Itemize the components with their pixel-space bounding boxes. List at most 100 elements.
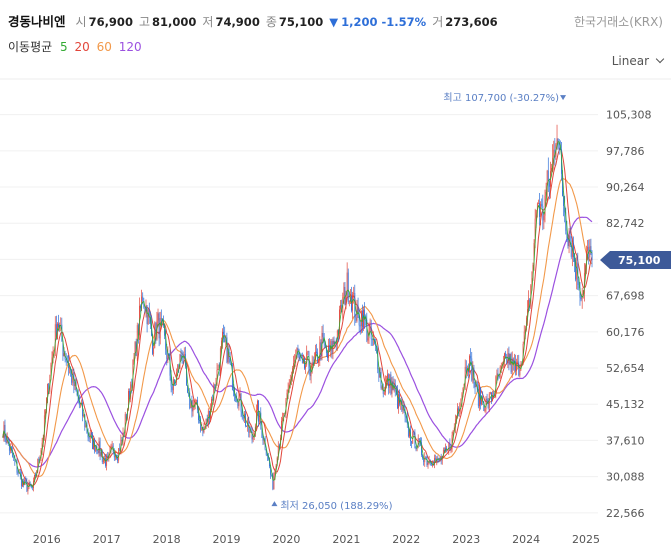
high-label: 고	[138, 15, 150, 29]
candle-body	[320, 342, 322, 357]
y-tick-label: 105,308	[606, 109, 652, 122]
candle-body	[381, 387, 383, 389]
candle-body	[464, 366, 466, 385]
scale-dropdown[interactable]: Linear	[612, 54, 665, 68]
candle-body	[85, 425, 87, 428]
candle-body	[428, 459, 430, 463]
candle-body	[233, 390, 234, 392]
candle-body	[438, 458, 440, 461]
candle-body	[105, 458, 106, 466]
max-marker-icon	[560, 95, 567, 101]
candle-body	[310, 372, 312, 377]
candle-body	[398, 394, 399, 409]
candle-body	[437, 457, 439, 459]
candle-body	[90, 433, 92, 435]
candle-body	[30, 485, 32, 487]
x-tick-label: 2021	[332, 533, 360, 546]
close-label: 종	[265, 15, 277, 29]
candle-body	[144, 306, 146, 312]
candle-body	[382, 387, 384, 394]
candle-body	[209, 410, 210, 420]
candle-body	[12, 450, 14, 457]
y-tick-label: 67,698	[606, 290, 645, 303]
candle-body	[282, 418, 284, 421]
min-price-label: 최저 26,050 (188.29%)	[280, 500, 392, 512]
y-tick-label: 82,742	[606, 217, 645, 230]
candle-body	[299, 355, 301, 358]
candle-body	[368, 330, 370, 339]
candle-body	[309, 367, 311, 377]
ma-5-label[interactable]: 5	[60, 40, 68, 54]
ma-20-label[interactable]: 20	[74, 40, 90, 54]
open-value: 76,900	[88, 15, 133, 29]
candle-body	[132, 359, 134, 388]
candle-body	[76, 390, 78, 396]
candle-body	[371, 338, 373, 341]
stock-name: 경동나비엔	[8, 14, 66, 29]
candle-body	[80, 404, 81, 406]
candle-body	[556, 138, 558, 145]
candle-body	[174, 379, 175, 383]
candle-body	[25, 480, 27, 482]
candle-body	[585, 265, 586, 273]
close-value: 75,100	[278, 15, 324, 29]
last-price-marker: 75,100	[600, 251, 671, 269]
change-down-icon: ▼	[329, 15, 339, 29]
candle-body	[589, 246, 591, 258]
candle-body	[402, 405, 404, 411]
moving-average-legend[interactable]: 이동평균 5 20 60 120	[8, 38, 145, 55]
candle-body	[417, 438, 419, 448]
candle-body	[102, 459, 104, 463]
candle-body	[462, 388, 464, 395]
candle-body	[543, 215, 545, 221]
x-tick-label: 2020	[272, 533, 300, 546]
candle-body	[118, 448, 120, 461]
candle-body	[471, 358, 473, 381]
candle-body	[195, 399, 197, 403]
candle-body	[483, 402, 485, 411]
candle-body	[67, 362, 69, 369]
candle-body	[28, 482, 30, 487]
candle-body	[397, 391, 398, 409]
candle-body	[251, 431, 253, 440]
candle-body	[534, 218, 536, 244]
candle-body	[498, 375, 500, 378]
ma-120-label[interactable]: 120	[118, 40, 142, 54]
candle-body	[270, 466, 272, 475]
candle-body	[385, 381, 386, 393]
candle-body	[151, 323, 152, 336]
candle-body	[88, 437, 90, 439]
candle-body	[324, 344, 326, 346]
candle-body	[541, 204, 543, 206]
low-value: 74,900	[215, 15, 260, 29]
candle-body	[444, 449, 445, 452]
candle-body	[140, 305, 141, 309]
high-value: 81,000	[152, 15, 197, 29]
candle-body	[128, 391, 129, 409]
candle-body	[198, 409, 199, 421]
candle-body	[442, 449, 444, 457]
candle-body	[165, 335, 167, 350]
candle-body	[424, 457, 426, 463]
candle-body	[454, 419, 456, 428]
candle-body	[578, 284, 580, 289]
candle-body	[516, 363, 517, 371]
ma-60-label[interactable]: 60	[96, 40, 112, 54]
candle-body	[557, 138, 559, 143]
candle-body	[422, 454, 423, 459]
candle-body	[4, 424, 6, 439]
candle-body	[242, 415, 244, 419]
candle-body	[119, 448, 121, 452]
volume-value: 273,606	[445, 15, 498, 29]
candle-body	[92, 434, 93, 450]
candle-body	[479, 387, 480, 407]
candle-body	[564, 205, 566, 213]
candle-body	[571, 243, 573, 257]
candle-body	[519, 366, 521, 376]
candle-body	[544, 195, 546, 216]
y-tick-label: 90,264	[606, 181, 645, 194]
candle-body	[239, 393, 241, 398]
candle-body	[451, 435, 453, 450]
stock-header: 경동나비엔 시 76,900 고 81,000 저 74,900 종 75,10…	[8, 11, 504, 31]
